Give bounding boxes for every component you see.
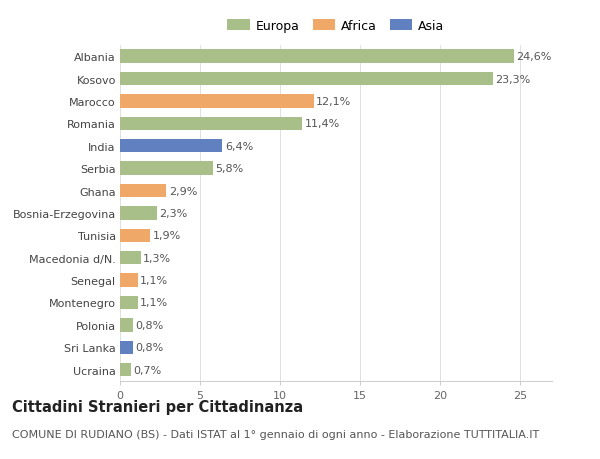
Bar bbox=[120, 140, 223, 153]
Text: 0,8%: 0,8% bbox=[135, 342, 163, 353]
Bar bbox=[120, 185, 166, 198]
Text: 1,1%: 1,1% bbox=[140, 275, 168, 285]
Bar bbox=[120, 118, 302, 131]
Text: 1,3%: 1,3% bbox=[143, 253, 172, 263]
Bar bbox=[120, 229, 151, 242]
Text: 1,9%: 1,9% bbox=[153, 231, 181, 241]
Text: 23,3%: 23,3% bbox=[495, 74, 530, 84]
Text: 12,1%: 12,1% bbox=[316, 97, 351, 107]
Bar bbox=[120, 341, 133, 354]
Bar bbox=[120, 296, 137, 309]
Text: 2,9%: 2,9% bbox=[169, 186, 197, 196]
Text: 6,4%: 6,4% bbox=[225, 141, 253, 151]
Bar bbox=[120, 363, 131, 376]
Bar bbox=[120, 95, 314, 108]
Text: 11,4%: 11,4% bbox=[305, 119, 340, 129]
Bar bbox=[120, 73, 493, 86]
Bar bbox=[120, 207, 157, 220]
Bar bbox=[120, 319, 133, 332]
Text: 1,1%: 1,1% bbox=[140, 298, 168, 308]
Text: 5,8%: 5,8% bbox=[215, 164, 244, 174]
Text: 2,3%: 2,3% bbox=[159, 208, 187, 218]
Bar bbox=[120, 252, 141, 265]
Legend: Europa, Africa, Asia: Europa, Africa, Asia bbox=[227, 20, 445, 33]
Bar bbox=[120, 50, 514, 64]
Bar bbox=[120, 274, 137, 287]
Text: 0,8%: 0,8% bbox=[135, 320, 163, 330]
Text: COMUNE DI RUDIANO (BS) - Dati ISTAT al 1° gennaio di ogni anno - Elaborazione TU: COMUNE DI RUDIANO (BS) - Dati ISTAT al 1… bbox=[12, 429, 539, 439]
Text: Cittadini Stranieri per Cittadinanza: Cittadini Stranieri per Cittadinanza bbox=[12, 399, 303, 414]
Text: 24,6%: 24,6% bbox=[516, 52, 551, 62]
Text: 0,7%: 0,7% bbox=[134, 365, 162, 375]
Bar bbox=[120, 162, 213, 175]
